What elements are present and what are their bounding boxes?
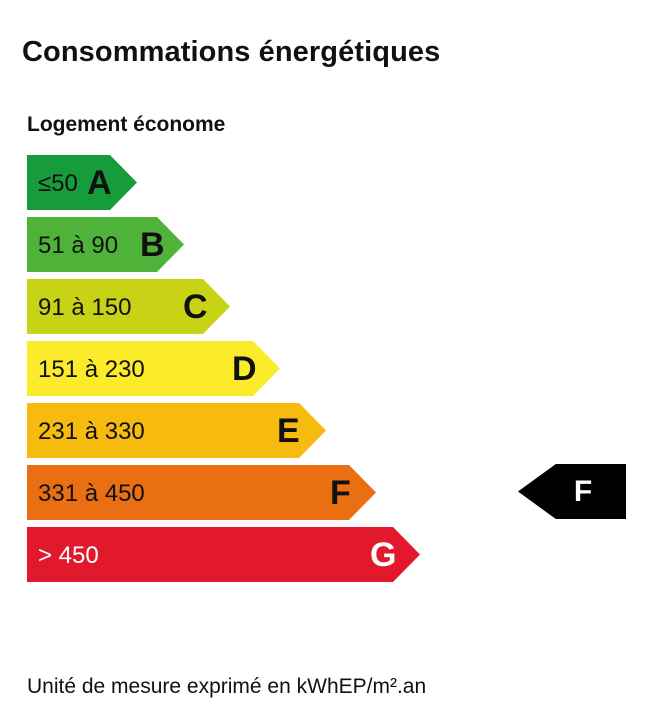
energy-class-letter: B	[140, 226, 165, 264]
energy-class-range: 231 à 330	[38, 418, 145, 445]
energy-class-bar-b: 51 à 90 B	[27, 217, 184, 272]
energy-class-letter: A	[87, 164, 112, 202]
energy-class-range: 331 à 450	[38, 480, 145, 507]
energy-class-letter: F	[330, 474, 351, 512]
energy-class-bar-g: > 450 G	[27, 527, 420, 582]
unit-note: Unité de mesure exprimé en kWhEP/m².an	[27, 675, 427, 698]
energy-class-letter: D	[232, 350, 257, 388]
energy-class-letter: C	[183, 288, 208, 326]
page-title: Consommations énergétiques	[22, 36, 441, 68]
energy-class-bar-e: 231 à 330 E	[27, 403, 326, 458]
energy-class-letter: G	[370, 536, 397, 574]
rating-indicator-letter: F	[573, 475, 593, 508]
energy-class-range: 91 à 150	[38, 294, 132, 321]
energy-class-bar-c: 91 à 150 C	[27, 279, 230, 334]
energy-class-bar-f: 331 à 450 F	[27, 465, 376, 520]
energy-class-range: 51 à 90	[38, 232, 119, 259]
energy-class-range: 151 à 230	[38, 356, 145, 383]
rating-indicator-arrow: F	[518, 464, 626, 519]
scale-top-label: Logement économe	[27, 113, 226, 136]
energy-class-bar-d: 151 à 230 D	[27, 341, 280, 396]
energy-class-letter: E	[277, 412, 300, 450]
energy-class-range: ≤50	[38, 170, 78, 197]
energy-class-range: > 450	[38, 542, 99, 569]
energy-class-bar-a: ≤50 A	[27, 155, 137, 210]
